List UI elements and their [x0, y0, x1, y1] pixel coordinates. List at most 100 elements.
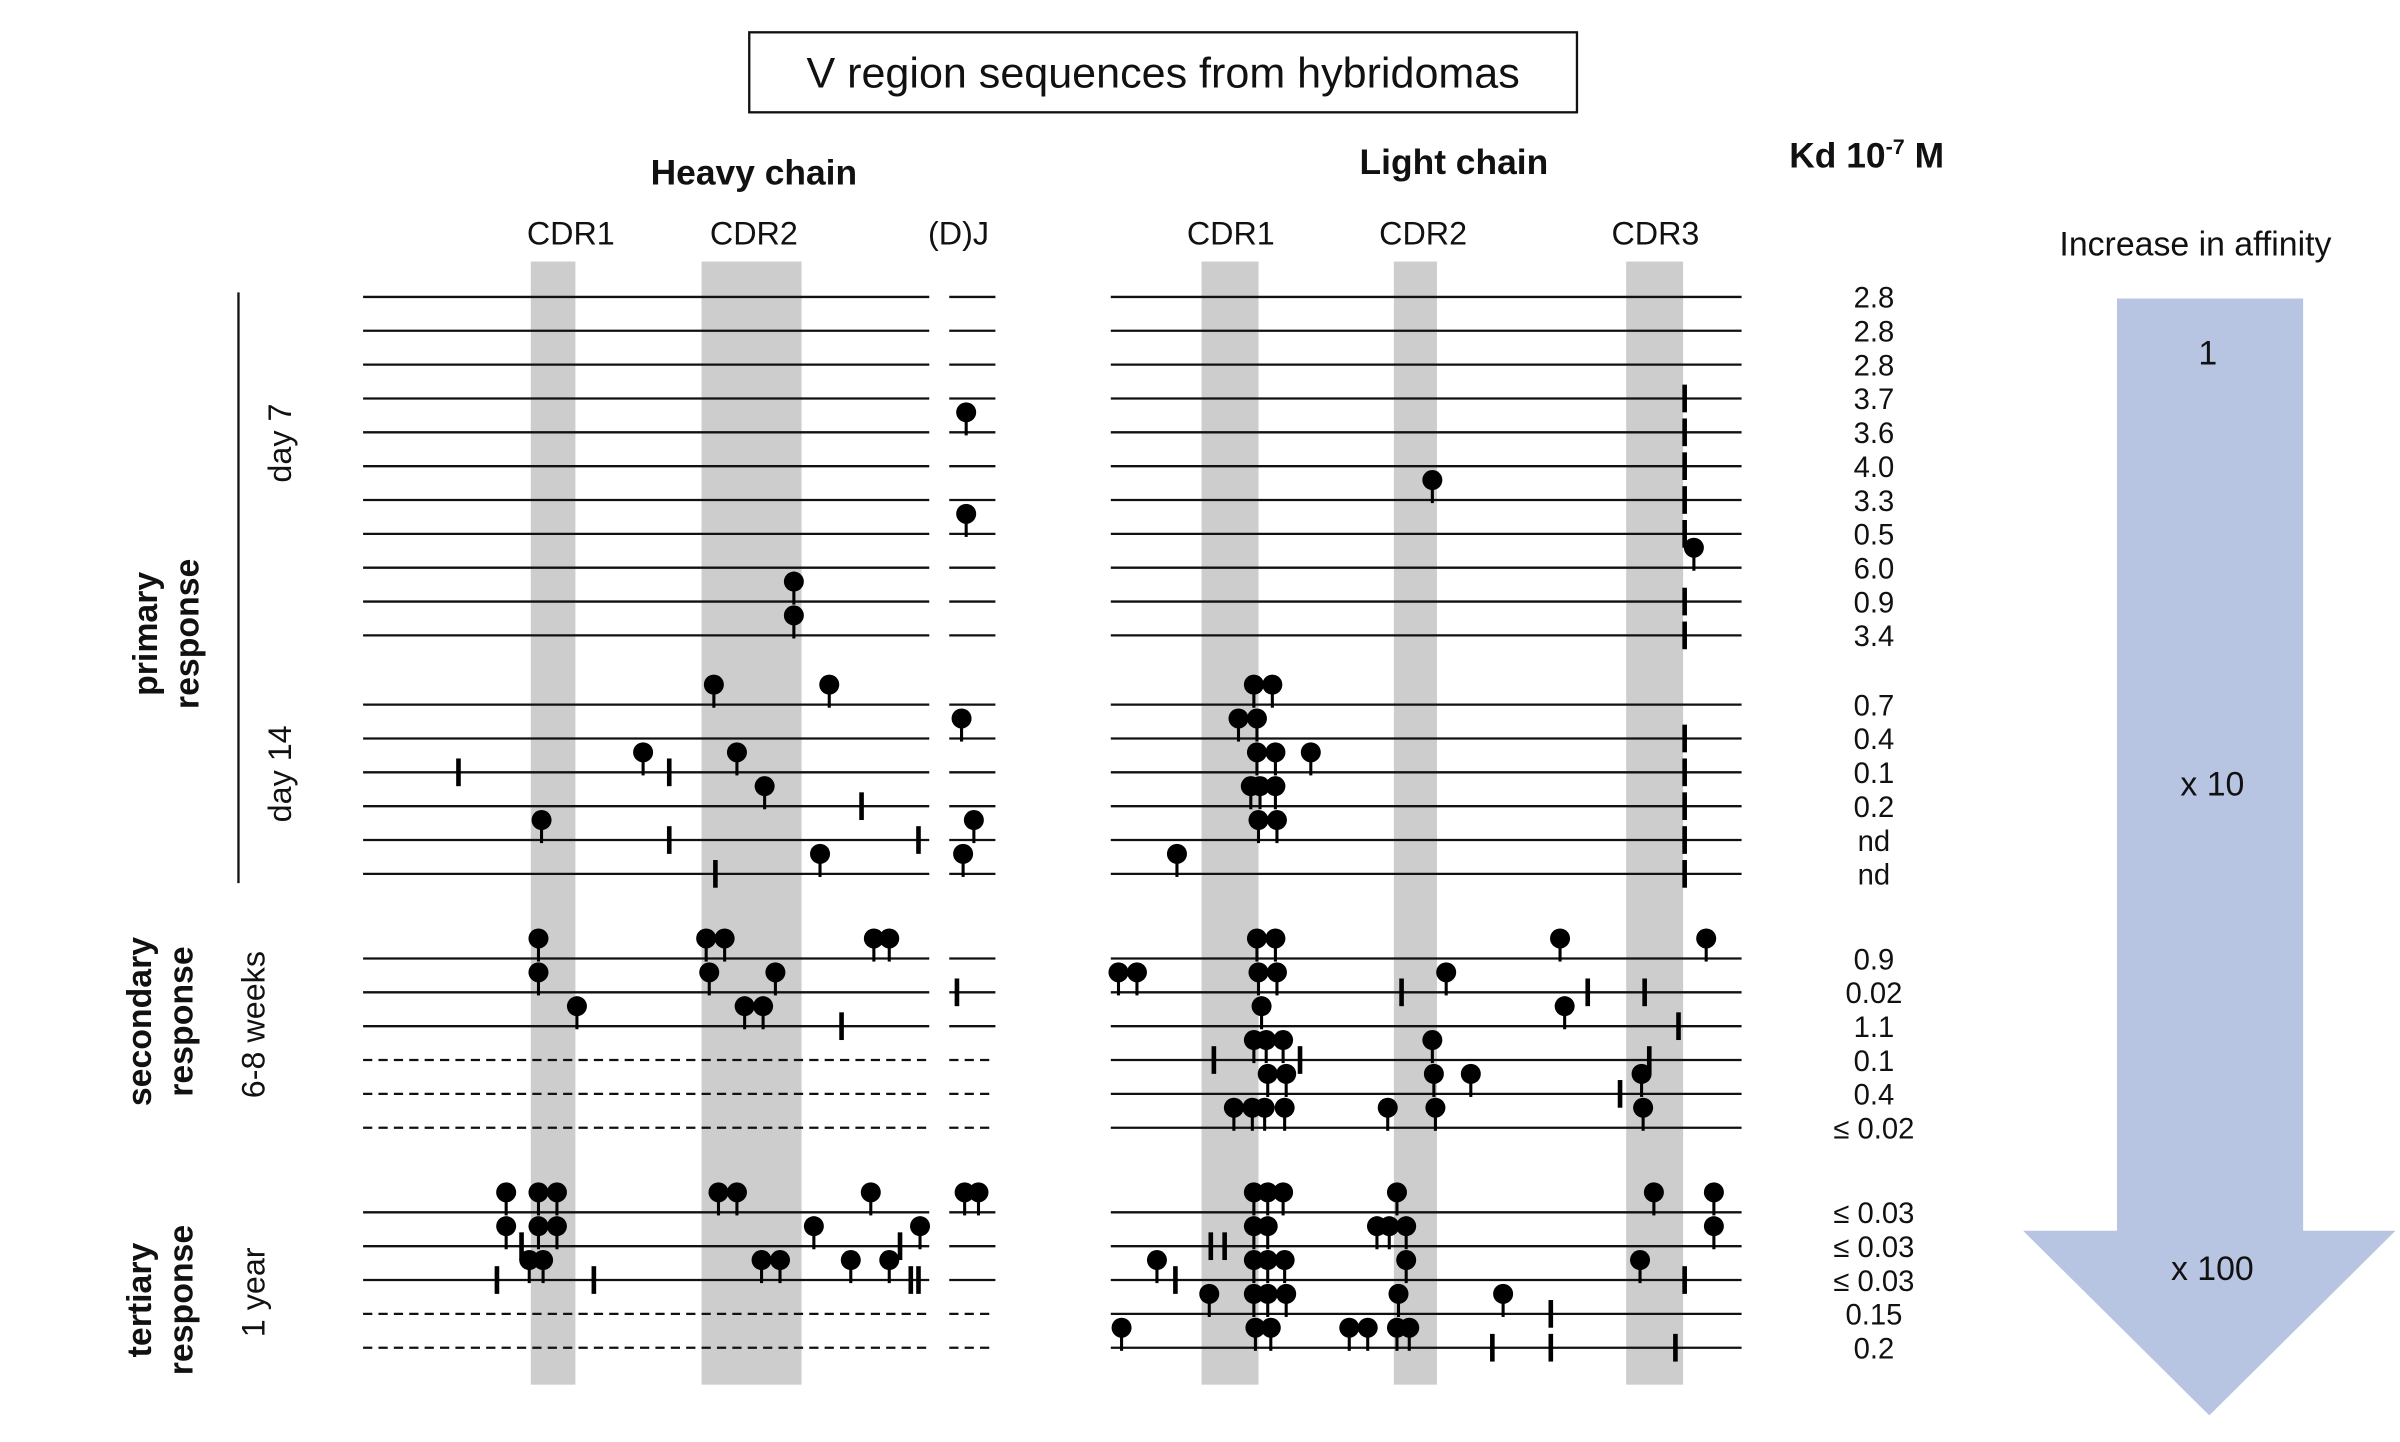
replacement-mutation-head: [1379, 1216, 1400, 1237]
replacement-mutation-head: [1396, 1250, 1417, 1271]
kd-value: 0.5: [1854, 520, 1895, 552]
replacement-mutation-head: [1300, 742, 1321, 763]
replacement-mutation-head: [1248, 962, 1269, 983]
replacement-mutation-head: [1257, 1063, 1278, 1084]
replacement-mutation-head: [968, 1182, 989, 1203]
kd-value: 0.4: [1854, 1080, 1895, 1112]
kd-value: 3.4: [1854, 621, 1895, 653]
kd-value: 0.2: [1854, 792, 1895, 824]
kd-value: 2.8: [1854, 317, 1895, 349]
replacement-mutation-head: [546, 1216, 567, 1237]
replacement-mutation-head: [1146, 1250, 1167, 1271]
light-cdr3-label: CDR3: [1611, 216, 1699, 252]
replacement-mutation-head: [1251, 996, 1272, 1017]
replacement-mutation-head: [528, 1216, 549, 1237]
kd-value: ≤ 0.03: [1833, 1232, 1914, 1264]
heavy-cdr2-band: [701, 261, 802, 1385]
light-cdr1-label: CDR1: [1187, 216, 1275, 252]
replacement-mutation-head: [1396, 1216, 1417, 1237]
replacement-mutation-head: [783, 605, 804, 626]
replacement-mutation-head: [783, 571, 804, 592]
kd-value: 4.0: [1854, 452, 1895, 484]
replacement-mutation-head: [1254, 1097, 1275, 1118]
replacement-mutation-head: [1703, 1182, 1724, 1203]
kd-value: 0.02: [1845, 978, 1902, 1010]
replacement-mutation-head: [1250, 776, 1271, 797]
replacement-mutation-head: [1111, 1317, 1132, 1338]
replacement-mutation-head: [879, 928, 900, 949]
replacement-mutation-head: [1166, 843, 1187, 864]
replacement-mutation-head: [1265, 742, 1286, 763]
kd-value: ≤ 0.03: [1833, 1198, 1914, 1230]
replacement-mutation-head: [963, 810, 984, 831]
kd-value: 3.6: [1854, 418, 1895, 450]
kd-header: Kd 10-7 M: [1789, 135, 1944, 176]
replacement-mutation-head: [1386, 1182, 1407, 1203]
replacement-mutation-head: [633, 742, 654, 763]
replacement-mutation-head: [1422, 470, 1443, 491]
replacement-mutation-head: [1108, 962, 1129, 983]
replacement-mutation-head: [1262, 674, 1283, 695]
replacement-mutation-head: [1274, 1250, 1295, 1271]
replacement-mutation-head: [1339, 1317, 1360, 1338]
replacement-mutation-head: [956, 402, 977, 423]
heavy-dj-label: (D)J: [928, 216, 989, 252]
replacement-mutation-head: [1273, 1030, 1294, 1051]
kd-value: 2.8: [1854, 350, 1895, 382]
replacement-mutation-head: [528, 928, 549, 949]
replacement-mutation-head: [1257, 1182, 1278, 1203]
replacement-mutation-head: [954, 1182, 975, 1203]
replacement-mutation-head: [1399, 1317, 1420, 1338]
primary-response-label: primary response: [127, 559, 207, 709]
kd-value: 3.7: [1854, 384, 1895, 416]
replacement-mutation-head: [840, 1250, 861, 1271]
replacement-mutation-head: [1257, 1216, 1278, 1237]
replacement-mutation-head: [1460, 1063, 1481, 1084]
replacement-mutation-head: [703, 674, 724, 695]
kd-value: nd: [1858, 860, 1891, 892]
replacement-mutation-head: [1550, 928, 1571, 949]
replacement-mutation-head: [860, 1182, 881, 1203]
replacement-mutation-head: [863, 928, 884, 949]
replacement-mutation-head: [803, 1216, 824, 1237]
replacement-mutation-head: [1228, 708, 1249, 729]
affinity-marker-10: x 10: [2180, 765, 2244, 803]
replacement-mutation-head: [546, 1182, 567, 1203]
replacement-mutation-head: [1436, 962, 1457, 983]
kd-value: 0.4: [1854, 724, 1895, 756]
replacement-mutation-head: [1256, 1030, 1277, 1051]
replacement-mutation-head: [533, 1250, 554, 1271]
replacement-mutation-head: [810, 843, 831, 864]
replacement-mutation-head: [1683, 537, 1704, 558]
replacement-mutation-head: [879, 1250, 900, 1271]
affinity-marker-100: x 100: [2171, 1250, 2254, 1288]
replacement-mutation-head: [1423, 1063, 1444, 1084]
tertiary-response-label: tertiary response: [121, 1225, 201, 1375]
replacement-mutation-head: [1633, 1097, 1654, 1118]
light-chain-label: Light chain: [1360, 143, 1549, 182]
replacement-mutation-head: [1126, 962, 1147, 983]
timepoint-day-7: day 7: [262, 404, 298, 483]
kd-value: 0.1: [1854, 1046, 1895, 1078]
replacement-mutation-head: [1266, 962, 1287, 983]
kd-value: 0.1: [1854, 758, 1895, 790]
replacement-mutation-head: [726, 1182, 747, 1203]
replacement-mutation-head: [951, 708, 972, 729]
replacement-mutation-head: [566, 996, 587, 1017]
replacement-mutation-head: [699, 962, 720, 983]
replacement-mutation-head: [734, 996, 755, 1017]
replacement-mutation-head: [1243, 1182, 1264, 1203]
timepoint-day-14: day 14: [262, 725, 298, 822]
kd-value: 0.2: [1854, 1333, 1895, 1365]
heavy-chain-label: Heavy chain: [651, 154, 857, 193]
heavy-cdr2-label: CDR2: [710, 216, 798, 252]
affinity-label: Increase in affinity: [2059, 225, 2331, 263]
replacement-mutation-head: [819, 674, 840, 695]
replacement-mutation-head: [1257, 1283, 1278, 1304]
replacement-mutation-head: [1265, 928, 1286, 949]
replacement-mutation-head: [1243, 674, 1264, 695]
kd-value: 0.7: [1854, 690, 1895, 722]
replacement-mutation-head: [1223, 1097, 1244, 1118]
